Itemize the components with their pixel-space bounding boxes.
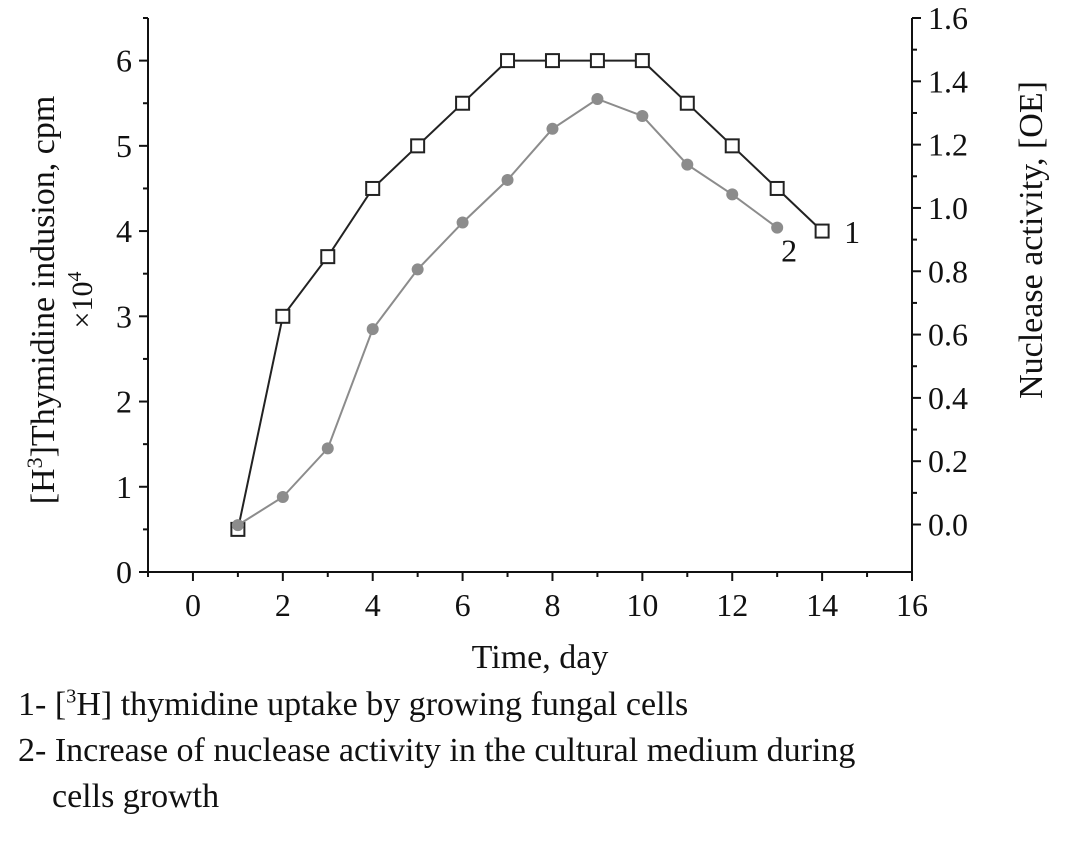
left-y-ticks: 0 1 2 3 4 5 6 xyxy=(116,17,148,590)
series-2-line xyxy=(237,97,778,526)
right-y-tick-label: 1.0 xyxy=(928,190,968,226)
series-2-point xyxy=(366,323,379,336)
series-2-end-label: 2 xyxy=(781,233,797,269)
plot-frame xyxy=(147,18,913,573)
x-axis-label: Time, day xyxy=(472,639,609,676)
right-y-tick-label: 1.4 xyxy=(928,63,968,99)
series-2-point xyxy=(546,122,559,135)
x-tick-label: 2 xyxy=(275,587,291,623)
series-2-point xyxy=(771,221,784,234)
series-1-point xyxy=(544,53,560,69)
series-1-point xyxy=(589,53,605,69)
left-y-label-part-2: ]Thymidine indusion, cpm xyxy=(25,96,62,458)
series-2-point xyxy=(276,490,289,503)
left-y-multiplier-base: ×10 xyxy=(66,282,99,329)
left-y-multiplier-exp: 4 xyxy=(64,272,86,282)
left-y-tick-label: 3 xyxy=(116,298,132,334)
legend-item-1-part-1: 1- [ xyxy=(18,686,67,723)
left-y-tick-label: 6 xyxy=(116,43,132,79)
legend-item-1-part-2: H] thymidine uptake by growing fungal ce… xyxy=(76,686,689,723)
legend-item-2: 2- Increase of nuclease activity in the … xyxy=(18,732,856,769)
right-y-tick-label: 0.8 xyxy=(928,253,968,289)
series-1-point xyxy=(679,95,695,111)
series-2: 2 xyxy=(231,92,797,532)
legend: 1- [3H] thymidine uptake by growing fung… xyxy=(18,682,1058,820)
left-y-tick-label: 0 xyxy=(116,554,132,590)
left-y-tick-label: 4 xyxy=(116,213,132,249)
legend-item-1-sup: 3 xyxy=(66,685,77,708)
x-tick-label: 10 xyxy=(626,587,658,623)
right-y-tick-label: 1.6 xyxy=(928,0,968,36)
series-1-point xyxy=(634,53,650,69)
left-y-axis-label: [H3]Thymidine indusion, cpm xyxy=(22,96,62,505)
series-2-point xyxy=(321,442,334,455)
x-tick-label: 4 xyxy=(365,587,381,623)
series-1-point xyxy=(769,180,785,196)
series-1-point xyxy=(814,223,830,239)
x-tick-label: 8 xyxy=(544,587,560,623)
series-2-point xyxy=(501,173,514,186)
x-tick-label: 6 xyxy=(455,587,471,623)
series-2-point xyxy=(411,263,424,276)
series-1-point xyxy=(724,138,740,154)
legend-item-2-continued: cells growth xyxy=(52,778,220,815)
series-2-point xyxy=(726,188,739,201)
right-y-ticks: 0.0 0.2 0.4 0.6 0.8 1.0 1.2 1.4 1.6 xyxy=(912,0,968,543)
series-layer: 12 xyxy=(230,53,860,537)
x-tick-label: 0 xyxy=(185,587,201,623)
x-tick-label: 12 xyxy=(716,587,748,623)
x-tick-label: 16 xyxy=(896,587,928,623)
left-y-axis-label-multiplier: ×104 xyxy=(64,272,99,329)
series-2-point xyxy=(456,216,469,229)
right-y-axis-label: Nuclease activity, [OE] xyxy=(1013,81,1050,399)
series-1-point xyxy=(410,138,426,154)
series-2-point xyxy=(636,110,649,123)
series-1-point xyxy=(320,249,336,265)
left-y-tick-label: 5 xyxy=(116,128,132,164)
left-y-label-sup: 3 xyxy=(22,457,47,468)
left-y-tick-label: 1 xyxy=(116,469,132,505)
series-2-point xyxy=(681,158,694,171)
series-2-point xyxy=(591,92,604,105)
series-1-point xyxy=(365,180,381,196)
left-y-label-part-1: [H xyxy=(25,468,62,504)
series-1-point xyxy=(500,53,516,69)
x-ticks: 0 2 4 6 8 10 12 14 16 xyxy=(147,572,928,623)
right-y-tick-label: 0.4 xyxy=(928,380,968,416)
series-1-line xyxy=(236,59,823,530)
right-y-tick-label: 0.0 xyxy=(928,507,968,543)
series-2-point xyxy=(231,519,244,532)
series-1-end-label: 1 xyxy=(844,214,860,250)
legend-item-1: 1- [3H] thymidine uptake by growing fung… xyxy=(18,682,1058,728)
right-y-tick-label: 0.2 xyxy=(928,443,968,479)
series-1: 1 xyxy=(230,53,860,537)
left-y-tick-label: 2 xyxy=(116,384,132,420)
series-1-point xyxy=(275,308,291,324)
series-1-point xyxy=(455,95,471,111)
right-y-tick-label: 1.2 xyxy=(928,127,968,163)
right-y-tick-label: 0.6 xyxy=(928,317,968,353)
x-tick-label: 14 xyxy=(806,587,838,623)
